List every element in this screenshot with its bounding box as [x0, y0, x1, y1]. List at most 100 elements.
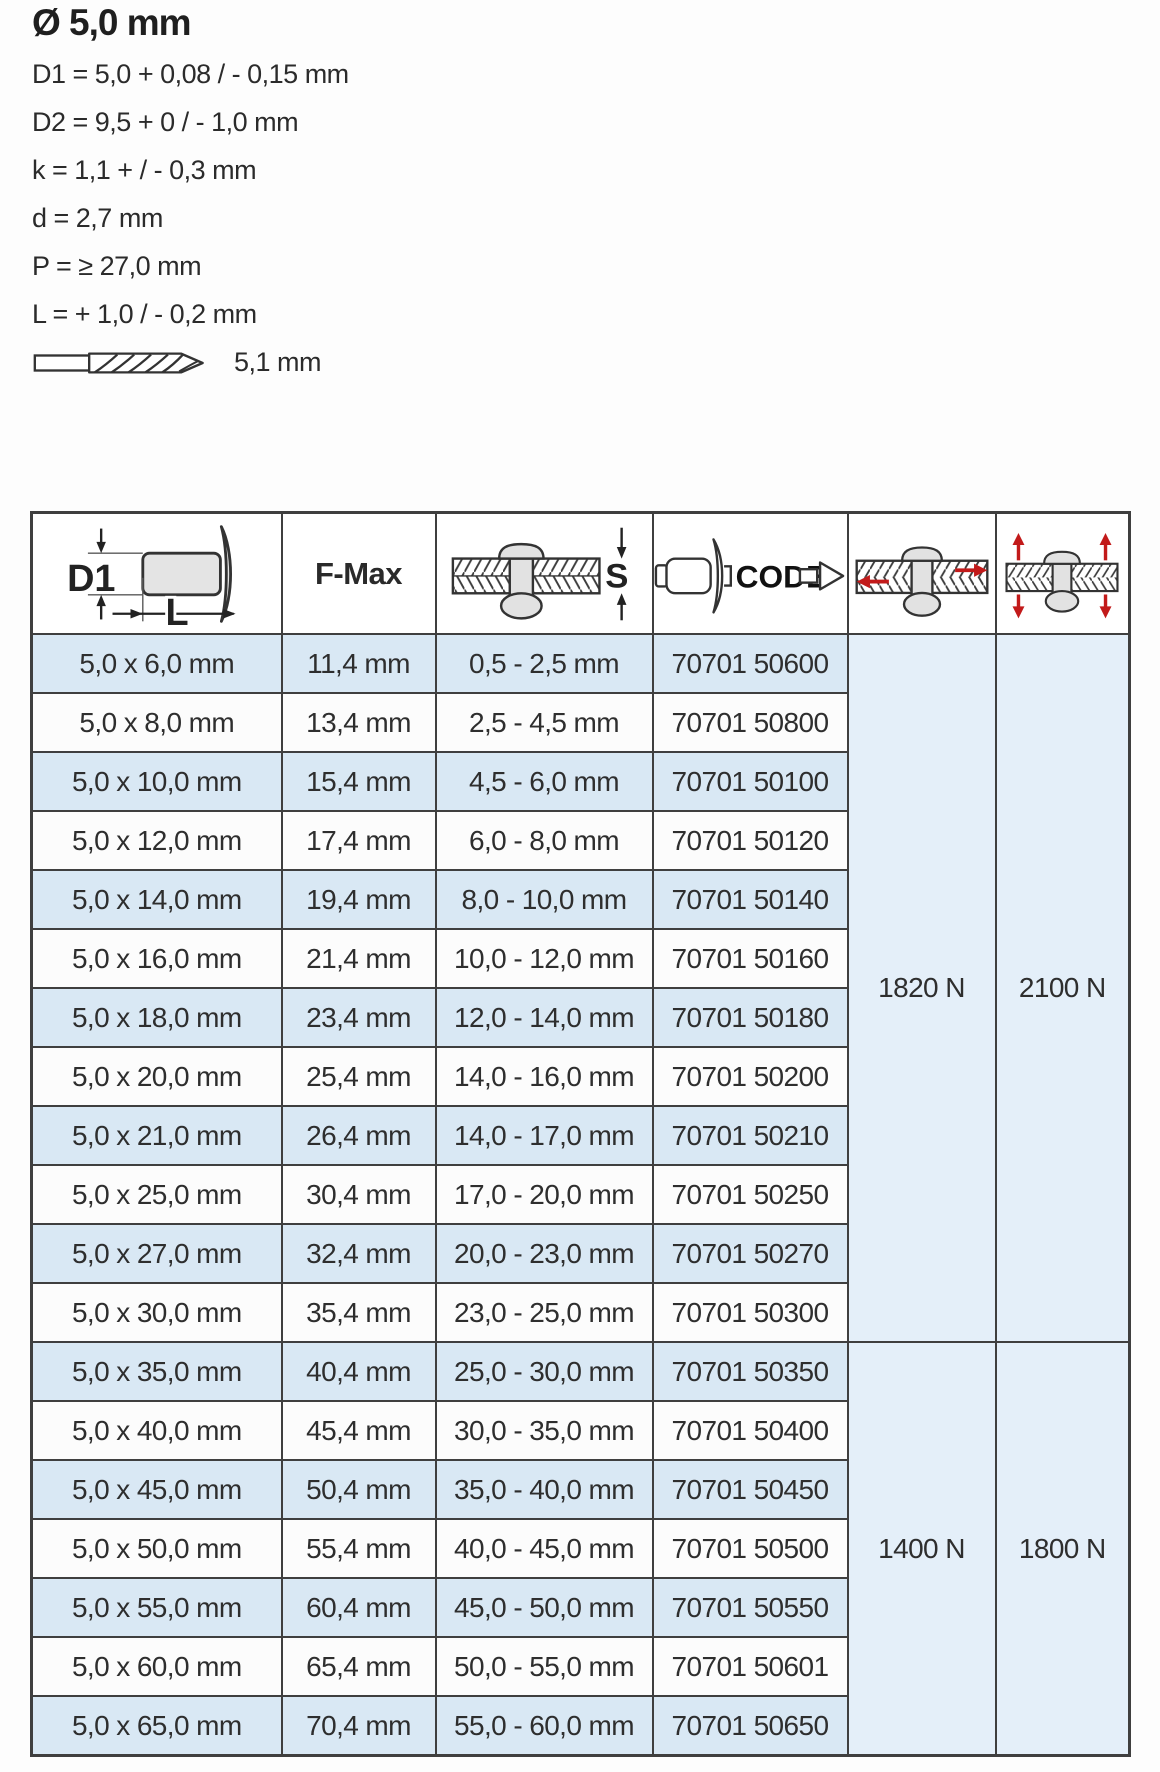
grip-range-icon: S	[451, 527, 631, 620]
code-cell: 70701 50210	[651, 1105, 849, 1166]
shear-strength-cell: 1400 N	[846, 1341, 997, 1757]
spec-line-d1: D1 = 5,0 + 0,08 / - 0,15 mm	[32, 59, 349, 89]
size-cell: 5,0 x 8,0 mm	[30, 692, 283, 753]
spec-line-k: k = 1,1 + / - 0,3 mm	[32, 155, 257, 185]
fmax-cell: 40,4 mm	[280, 1341, 437, 1402]
size-cell: 5,0 x 65,0 mm	[30, 1695, 283, 1757]
spec-line-l: L = + 1,0 / - 0,2 mm	[32, 299, 257, 329]
grip-cell: 23,0 - 25,0 mm	[434, 1282, 654, 1343]
table-row: 5,0 x 10,0 mm 15,4 mm 4,5 - 6,0 mm 70701 50…	[30, 751, 1130, 812]
code-icon: CODE	[654, 537, 845, 614]
fmax-cell: 15,4 mm	[280, 751, 437, 812]
table-row: 5,0 x 20,0 mm 25,4 mm 14,0 - 16,0 mm 70701 …	[30, 1046, 1130, 1107]
rivet-dimension-icon: D1 L	[64, 524, 236, 627]
code-cell: 70701 50450	[651, 1459, 849, 1520]
fmax-cell: 13,4 mm	[280, 692, 437, 753]
table-row: 5,0 x 45,0 mm 50,4 mm 35,0 - 40,0 mm 70701 …	[30, 1459, 1130, 1520]
size-cell: 5,0 x 40,0 mm	[30, 1400, 283, 1461]
size-cell: 5,0 x 55,0 mm	[30, 1577, 283, 1638]
grip-cell: 14,0 - 16,0 mm	[434, 1046, 654, 1107]
code-cell: 70701 50650	[651, 1695, 849, 1757]
size-cell: 5,0 x 16,0 mm	[30, 928, 283, 989]
spec-line-d2: D2 = 9,5 + 0 / - 1,0 mm	[32, 107, 299, 137]
grip-cell: 14,0 - 17,0 mm	[434, 1105, 654, 1166]
fmax-cell: 23,4 mm	[280, 987, 437, 1048]
size-cell: 5,0 x 25,0 mm	[30, 1164, 283, 1225]
fmax-cell: 11,4 mm	[280, 633, 437, 694]
size-cell: 5,0 x 12,0 mm	[30, 810, 283, 871]
table-row: 5,0 x 65,0 mm 70,4 mm 55,0 - 60,0 mm 70701 …	[30, 1695, 1130, 1757]
tensile-strength-cell: 2100 N	[994, 633, 1131, 1343]
table-row: 5,0 x 6,0 mm 11,4 mm 0,5 - 2,5 mm 70701 506…	[30, 633, 1131, 1343]
code-cell: 70701 50601	[651, 1636, 849, 1697]
grip-cell: 50,0 - 55,0 mm	[434, 1636, 654, 1697]
spec-list: D1 = 5,0 + 0,08 / - 0,15 mm D2 = 9,5 + 0…	[32, 50, 349, 338]
fmax-cell: 25,4 mm	[280, 1046, 437, 1107]
grip-cell: 6,0 - 8,0 mm	[434, 810, 654, 871]
code-cell: 70701 50180	[651, 987, 849, 1048]
header-row: D1 L F-Max	[30, 511, 1131, 635]
table-row: 5,0 x 16,0 mm 21,4 mm 10,0 - 12,0 mm 70701 …	[30, 928, 1130, 989]
grip-cell: 4,5 - 6,0 mm	[434, 751, 654, 812]
table-row: 5,0 x 18,0 mm 23,4 mm 12,0 - 14,0 mm 70701 …	[30, 987, 1130, 1048]
size-cell: 5,0 x 60,0 mm	[30, 1636, 283, 1697]
code-cell: 70701 50350	[651, 1341, 849, 1402]
fmax-cell: 19,4 mm	[280, 869, 437, 930]
table-row: 5,0 x 35,0 mm 40,4 mm 25,0 - 30,0 mm 70701 …	[30, 1341, 1131, 1757]
shear-strength-icon	[855, 545, 988, 617]
spec-line-d: d = 2,7 mm	[32, 203, 163, 233]
table-row: 5,0 x 30,0 mm 35,4 mm 23,0 - 25,0 mm 70701 …	[30, 1282, 1130, 1343]
code-cell: 70701 50500	[651, 1518, 849, 1579]
grip-cell: 55,0 - 60,0 mm	[434, 1695, 654, 1757]
page-title: Ø 5,0 mm	[32, 2, 192, 43]
fmax-cell: 26,4 mm	[280, 1105, 437, 1166]
table-row: 5,0 x 55,0 mm 60,4 mm 45,0 - 50,0 mm 70701 …	[30, 1577, 1130, 1638]
grip-cell: 0,5 - 2,5 mm	[434, 633, 654, 694]
grip-cell: 17,0 - 20,0 mm	[434, 1164, 654, 1225]
size-cell: 5,0 x 30,0 mm	[30, 1282, 283, 1343]
rivet-spec-table: D1 L F-Max	[30, 511, 1131, 1757]
grip-cell: 35,0 - 40,0 mm	[434, 1459, 654, 1520]
fmax-cell: 35,4 mm	[280, 1282, 437, 1343]
intro-section: Ø 5,0 mm D1 = 5,0 + 0,08 / - 0,15 mm D2 …	[32, 2, 349, 378]
table-body: 5,0 x 6,0 mm 11,4 mm 0,5 - 2,5 mm 70701 506…	[30, 633, 1131, 1757]
size-cell: 5,0 x 50,0 mm	[30, 1518, 283, 1579]
table-row: 5,0 x 8,0 mm 13,4 mm 2,5 - 4,5 mm 70701 508…	[30, 692, 1130, 753]
size-cell: 5,0 x 45,0 mm	[30, 1459, 283, 1520]
column-header-code: CODE	[651, 511, 849, 635]
table-row: 5,0 x 60,0 mm 65,4 mm 50,0 - 55,0 mm 70701 …	[30, 1636, 1130, 1697]
l-label: L	[165, 592, 188, 627]
grip-cell: 8,0 - 10,0 mm	[434, 869, 654, 930]
grip-cell: 45,0 - 50,0 mm	[434, 1577, 654, 1638]
table-row: 5,0 x 40,0 mm 45,4 mm 30,0 - 35,0 mm 70701 …	[30, 1400, 1130, 1461]
fmax-cell: 17,4 mm	[280, 810, 437, 871]
shear-strength-cell: 1820 N	[846, 633, 997, 1343]
size-cell: 5,0 x 18,0 mm	[30, 987, 283, 1048]
size-cell: 5,0 x 20,0 mm	[30, 1046, 283, 1107]
table-header: D1 L F-Max	[30, 511, 1131, 635]
code-cell: 70701 50200	[651, 1046, 849, 1107]
fmax-cell: 21,4 mm	[280, 928, 437, 989]
code-cell: 70701 50160	[651, 928, 849, 989]
tensile-strength-cell: 1800 N	[994, 1341, 1131, 1757]
grip-cell: 12,0 - 14,0 mm	[434, 987, 654, 1048]
s-label: S	[605, 557, 628, 595]
drill-bit-icon	[33, 351, 204, 374]
grip-cell: 30,0 - 35,0 mm	[434, 1400, 654, 1461]
fmax-cell: 65,4 mm	[280, 1636, 437, 1697]
drill-size-label: 5,1 mm	[234, 347, 322, 377]
table-row: 5,0 x 50,0 mm 55,4 mm 40,0 - 45,0 mm 70701 …	[30, 1518, 1130, 1579]
code-cell: 70701 50300	[651, 1282, 849, 1343]
table-row: 5,0 x 12,0 mm 17,4 mm 6,0 - 8,0 mm 70701 50…	[30, 810, 1130, 871]
fmax-cell: 55,4 mm	[280, 1518, 437, 1579]
table-row: 5,0 x 14,0 mm 19,4 mm 8,0 - 10,0 mm 70701 5…	[30, 869, 1130, 930]
column-header-size: D1 L	[30, 511, 283, 635]
d1-label: D1	[67, 558, 115, 600]
grip-cell: 40,0 - 45,0 mm	[434, 1518, 654, 1579]
fmax-cell: 30,4 mm	[280, 1164, 437, 1225]
code-cell: 70701 50120	[651, 810, 849, 871]
code-cell: 70701 50270	[651, 1223, 849, 1284]
code-cell: 70701 50140	[651, 869, 849, 930]
size-cell: 5,0 x 27,0 mm	[30, 1223, 283, 1284]
fmax-cell: 60,4 mm	[280, 1577, 437, 1638]
